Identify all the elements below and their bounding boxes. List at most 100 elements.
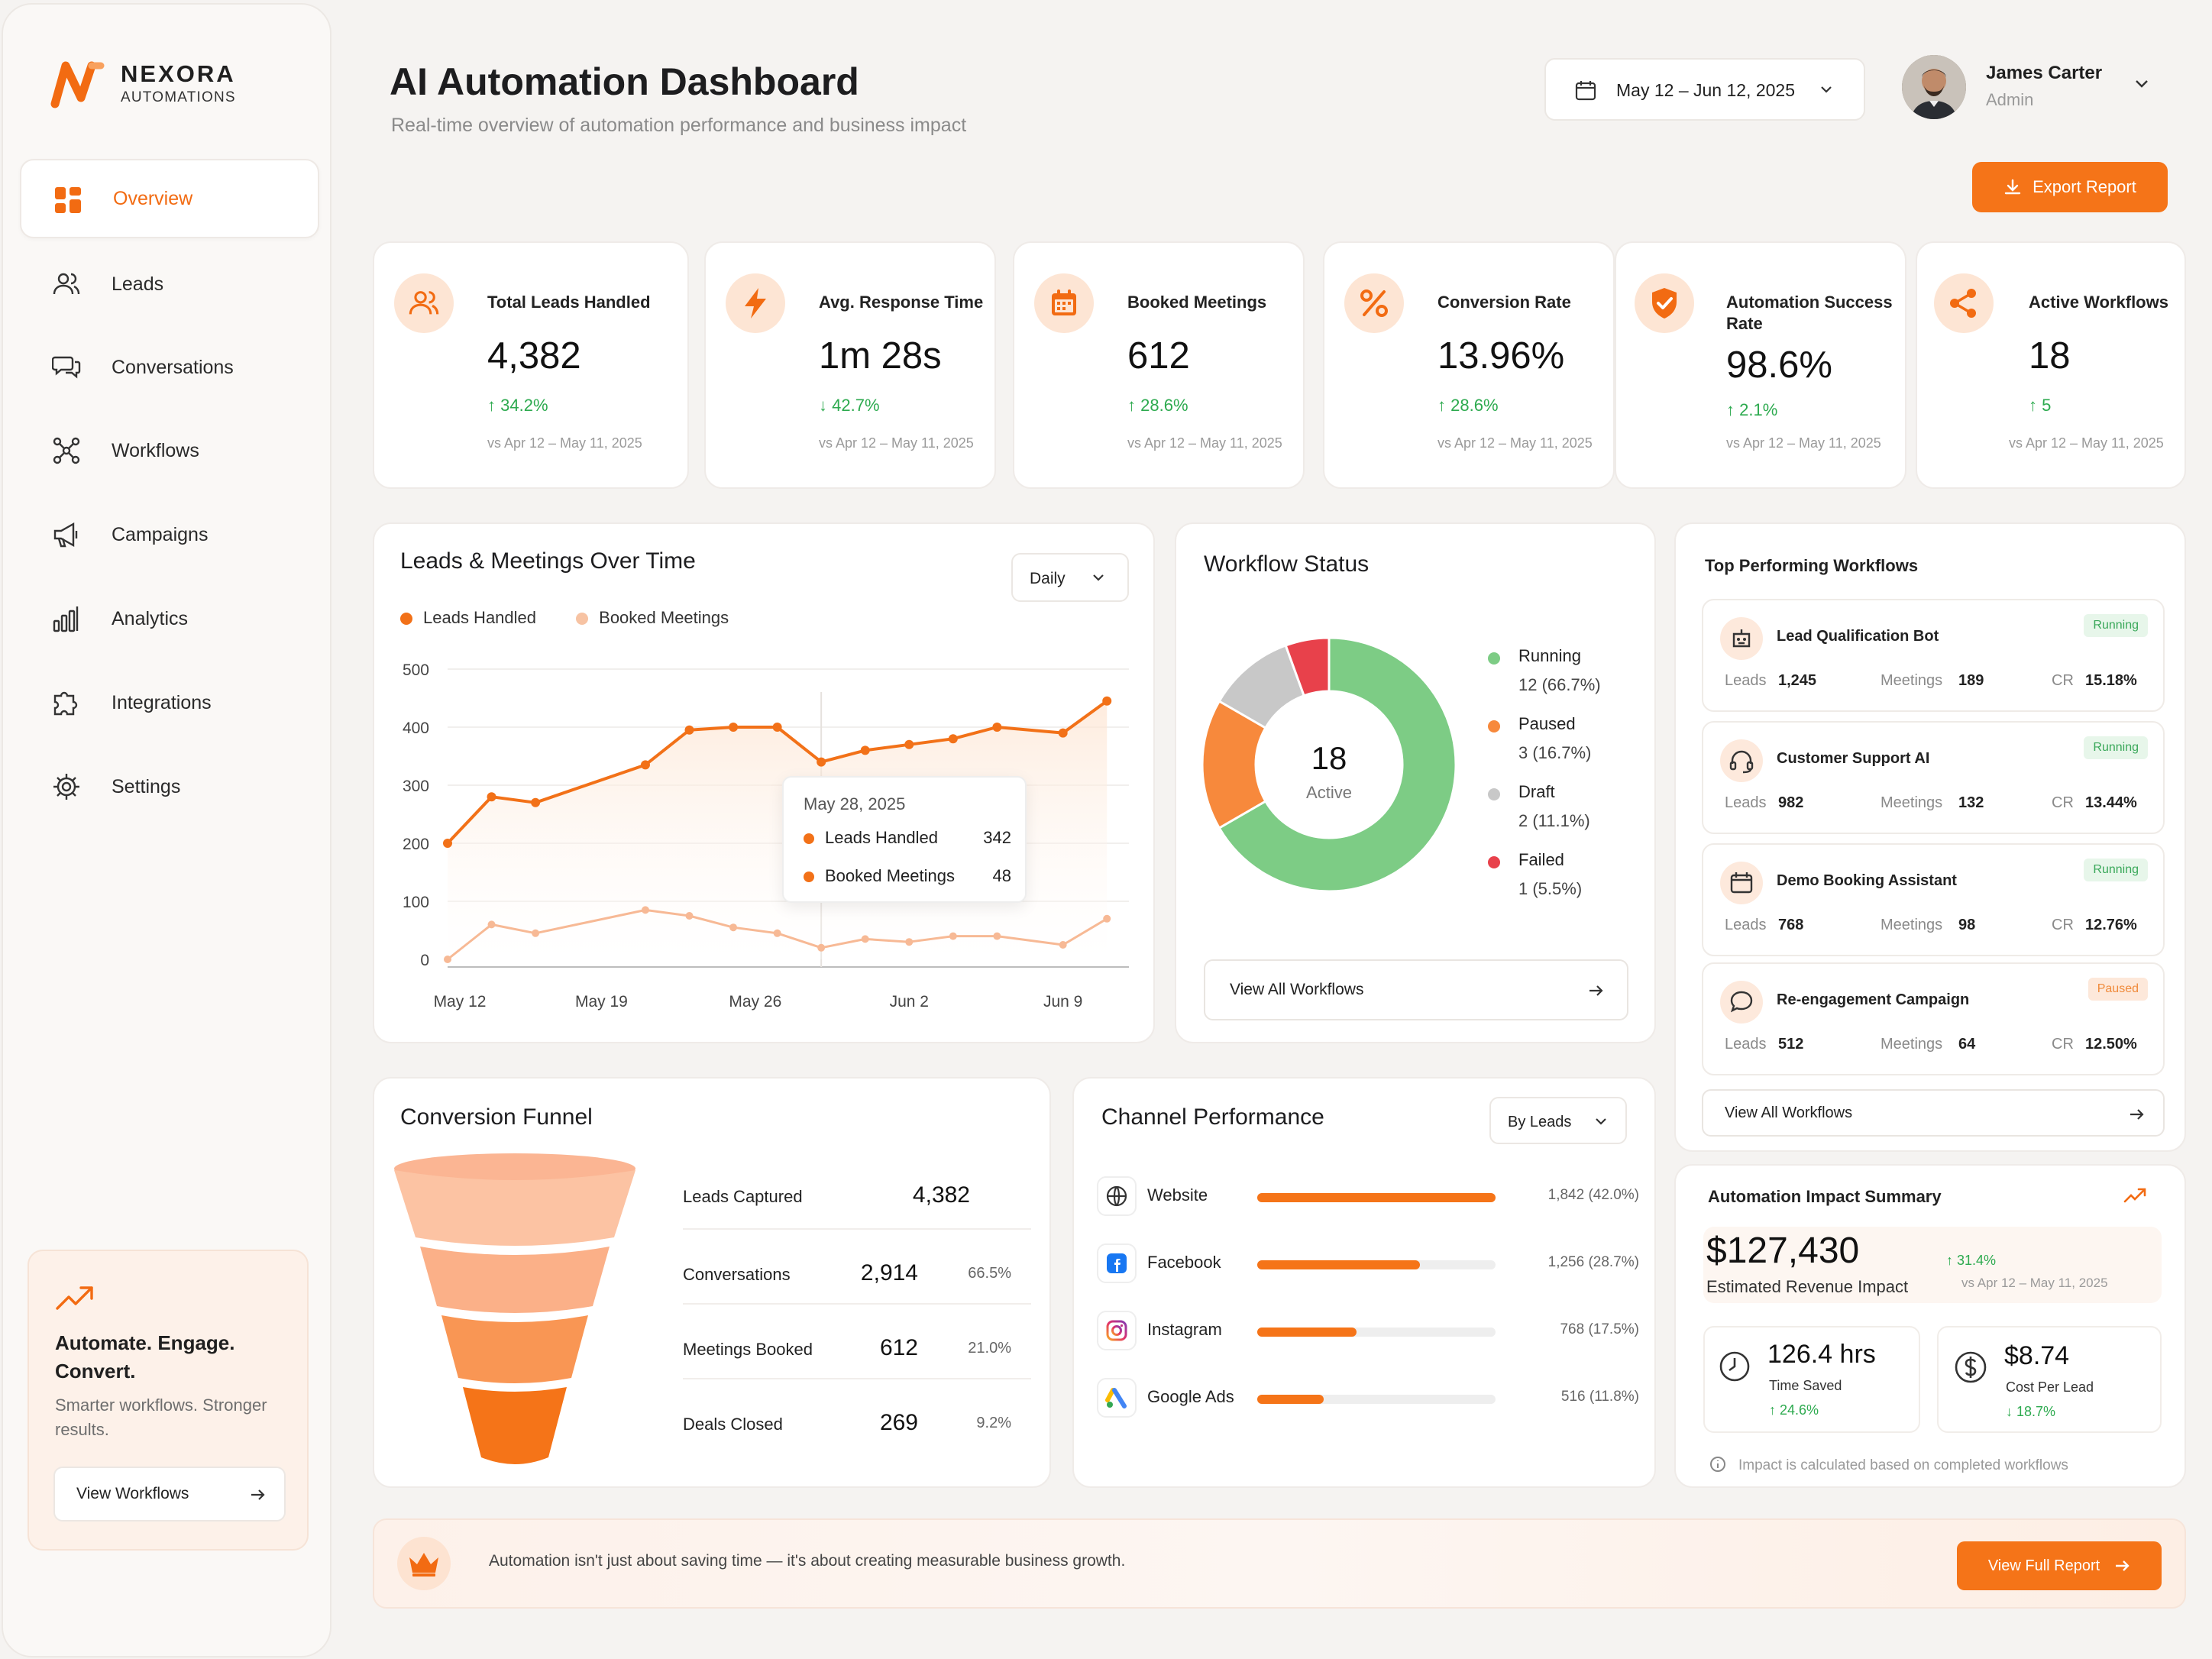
clock-icon	[1719, 1351, 1750, 1382]
leads-point[interactable]	[531, 797, 541, 807]
leads-point[interactable]	[772, 723, 782, 732]
leads-point[interactable]	[817, 757, 826, 767]
user-menu[interactable]: James Carter Admin	[1902, 55, 2162, 121]
sidebar-item-settings[interactable]: Settings	[20, 747, 319, 826]
meetings-point[interactable]	[532, 929, 540, 937]
view-workflows-button[interactable]: View Workflows	[53, 1467, 286, 1522]
meetings-point[interactable]	[861, 935, 869, 943]
chart-tooltip: May 28, 2025 Leads Handled 342 Booked Me…	[782, 776, 1027, 903]
channel-row[interactable]: Facebook 1,256 (28.7%)	[1097, 1243, 1639, 1289]
kpi-label: Conversion Rate	[1437, 293, 1571, 312]
meetings-point[interactable]	[641, 906, 649, 914]
leads-point[interactable]	[640, 760, 650, 770]
meetings-point[interactable]	[1103, 914, 1111, 923]
meetings-point[interactable]	[685, 912, 694, 920]
leads-point[interactable]	[1102, 696, 1112, 706]
leads-value: 768	[1778, 917, 1804, 933]
leads-point[interactable]	[1058, 728, 1068, 738]
funnel-pct: 21.0%	[968, 1340, 1011, 1357]
sidebar-item-analytics[interactable]: Analytics	[20, 579, 319, 658]
view-all-workflows-button[interactable]: View All Workflows	[1204, 959, 1628, 1020]
kpi-icon	[1635, 273, 1694, 333]
workflow-row[interactable]: Re-engagement Campaign Paused Leads 512 Meet…	[1702, 962, 2165, 1075]
legend-dot	[1488, 856, 1500, 868]
meetings-point[interactable]	[949, 932, 957, 940]
sidebar-item-label: Conversations	[112, 356, 234, 378]
meetings-line	[447, 908, 1108, 961]
meetings-point[interactable]	[444, 956, 451, 963]
brand-logo[interactable]: NEXORA AUTOMATIONS	[50, 60, 236, 108]
chevron-down-icon	[2136, 80, 2148, 88]
user-role: Admin	[1986, 90, 2034, 109]
meetings-point[interactable]	[773, 929, 781, 937]
view-all-workflows-link[interactable]: View All Workflows	[1702, 1089, 2165, 1137]
status-badge: Paused	[2087, 978, 2148, 1001]
arrow-down-icon: ↓	[819, 396, 833, 415]
kpi-label: Avg. Response Time	[819, 293, 984, 312]
leads-point[interactable]	[860, 745, 870, 755]
kpi-value: 1m 28s	[819, 335, 942, 377]
meetings-point[interactable]	[1059, 941, 1067, 949]
leads-point[interactable]	[729, 723, 739, 732]
workflow-row[interactable]: Demo Booking Assistant Running Leads 768 Mee…	[1702, 843, 2165, 956]
status-badge: Running	[2084, 614, 2148, 637]
legend-name: Failed	[1518, 850, 1564, 869]
automation-impact-card: Automation Impact Summary $127,430 Estim…	[1674, 1164, 2186, 1488]
leads-point[interactable]	[992, 723, 1002, 732]
channel-row[interactable]: Google Ads 516 (11.8%)	[1097, 1378, 1639, 1424]
divider	[683, 1228, 1031, 1230]
leads-point[interactable]	[487, 792, 496, 802]
date-range-picker[interactable]: May 12 – Jun 12, 2025	[1544, 58, 1865, 121]
user-name: James Carter	[1986, 63, 2103, 83]
kpi-success-rate: Automation Success Rate 98.6% ↑ 2.1% vs …	[1615, 241, 1906, 489]
workflow-name: Re-engagement Campaign	[1777, 991, 1970, 1008]
sidebar-item-conversations[interactable]: Conversations	[20, 328, 319, 407]
channel-row[interactable]: Instagram 768 (17.5%)	[1097, 1311, 1639, 1357]
workflow-row[interactable]: Lead Qualification Bot Running Leads 1,245 M…	[1702, 599, 2165, 712]
channel-icon-wrap	[1097, 1311, 1137, 1350]
meetings-point[interactable]	[993, 932, 1001, 940]
sidebar-item-workflows[interactable]: Workflows	[20, 411, 319, 490]
leads-point[interactable]	[948, 734, 958, 744]
export-report-button[interactable]: Export Report	[1972, 162, 2168, 212]
arrow-right-icon	[2116, 1560, 2130, 1571]
kpi-change: ↑ 28.6%	[1437, 396, 1499, 415]
meetings-point[interactable]	[817, 943, 826, 952]
kpi-booked-meetings: Booked Meetings 612 ↑ 28.6% vs Apr 12 – …	[1013, 241, 1305, 489]
chevron-down-icon	[1596, 1118, 1606, 1125]
leads-point[interactable]	[443, 839, 452, 848]
kpi-comparison: vs Apr 12 – May 11, 2025	[819, 435, 974, 451]
donut-center-value: 18	[1311, 740, 1347, 776]
channel-row[interactable]: Website 1,842 (42.0%)	[1097, 1176, 1639, 1222]
donut-slice-failed[interactable]	[1284, 636, 1331, 697]
granularity-select[interactable]: Daily	[1011, 553, 1129, 602]
meetings-point[interactable]	[487, 920, 496, 929]
legend-dot	[1488, 652, 1500, 665]
sort-select[interactable]: By Leads	[1489, 1097, 1627, 1144]
sidebar-item-integrations[interactable]: Integrations	[20, 663, 319, 742]
sidebar-item-overview[interactable]: Overview	[20, 159, 319, 238]
workflow-row[interactable]: Customer Support AI Running Leads 982 Meetin…	[1702, 721, 2165, 834]
channel-bar-track	[1257, 1193, 1496, 1202]
sidebar-item-leads[interactable]: Leads	[20, 244, 319, 324]
leads-point[interactable]	[904, 739, 914, 749]
arrow-up-icon: ↑	[1769, 1402, 1780, 1418]
arrow-up-icon: ↑	[1726, 400, 1740, 419]
meetings-point[interactable]	[905, 938, 914, 946]
tooltip-row-meetings: Booked Meetings 48	[804, 866, 1011, 886]
sidebar-item-campaigns[interactable]: Campaigns	[20, 495, 319, 574]
x-tick-label: May 26	[729, 993, 781, 1011]
button-label: View Workflows	[76, 1485, 189, 1502]
meetings-point[interactable]	[729, 923, 738, 932]
impact-note: Impact is calculated based on completed …	[1738, 1457, 2068, 1473]
funnel-stage-2	[420, 1247, 610, 1313]
workflow-icon-wrap	[1720, 739, 1763, 782]
headset-icon	[1729, 750, 1754, 774]
megaphone-icon	[53, 522, 78, 548]
cr-value: 15.18%	[2085, 672, 2137, 689]
kpi-icon	[1344, 273, 1404, 333]
channel-bar-track	[1257, 1395, 1496, 1404]
view-full-report-button[interactable]: View Full Report	[1957, 1541, 2162, 1590]
leads-point[interactable]	[684, 725, 694, 735]
donut-slice-running[interactable]	[1218, 636, 1457, 893]
